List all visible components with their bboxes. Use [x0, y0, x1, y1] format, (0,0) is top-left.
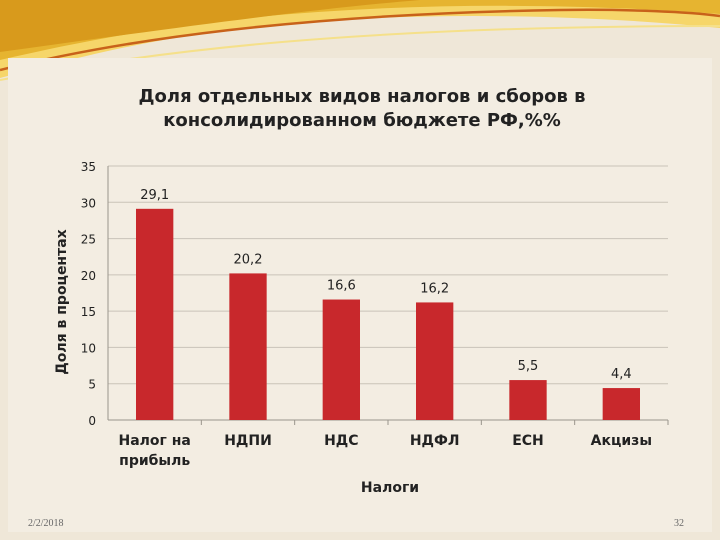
y-tick-label: 15 [81, 305, 96, 319]
chart-title-line-1: Доля отдельных видов налогов и сборов в [138, 86, 585, 107]
category-label: Акцизы [591, 433, 652, 449]
y-tick-label: 5 [88, 378, 96, 392]
category-label: Налог на [118, 433, 190, 449]
category-label: НДПИ [224, 433, 272, 449]
y-tick-label: 10 [81, 341, 96, 355]
slide-number: 32 [674, 518, 684, 529]
data-label: 20,2 [234, 252, 263, 267]
y-axis-label: Доля в процентах [54, 229, 70, 374]
x-axis-categories: Налог на прибыль НДПИ НДС НДФЛ ЕСН Акцизы [118, 433, 652, 469]
data-label: 5,5 [518, 359, 539, 374]
bar [416, 302, 454, 420]
bar [136, 208, 174, 420]
data-labels: 29,1 20,2 16,6 16,2 5,5 4,4 [140, 188, 631, 382]
x-axis-label: Налоги [361, 480, 419, 496]
y-tick-label: 35 [81, 160, 96, 174]
content-panel [8, 58, 712, 532]
category-label: прибыль [119, 453, 190, 469]
y-axis-ticks: 0 5 10 15 20 25 30 35 [81, 160, 96, 428]
slide-date: 2/2/2018 [28, 518, 64, 529]
y-tick-label: 25 [81, 233, 96, 247]
y-tick-label: 0 [88, 414, 96, 428]
bar [229, 273, 267, 420]
category-label: ЕСН [512, 433, 544, 449]
category-label: НДФЛ [410, 433, 460, 449]
bar [322, 299, 360, 420]
y-tick-label: 30 [81, 196, 96, 210]
bar [602, 388, 640, 420]
bars [136, 208, 640, 420]
data-label: 4,4 [611, 367, 632, 382]
category-label: НДС [324, 433, 358, 449]
data-label: 16,6 [327, 279, 356, 294]
chart-title-line-2: консолидированном бюджете РФ,%% [163, 110, 561, 131]
y-tick-label: 20 [81, 269, 96, 283]
bar [509, 380, 547, 420]
data-label: 16,2 [420, 281, 449, 296]
gridlines [107, 165, 669, 425]
data-label: 29,1 [140, 188, 169, 203]
